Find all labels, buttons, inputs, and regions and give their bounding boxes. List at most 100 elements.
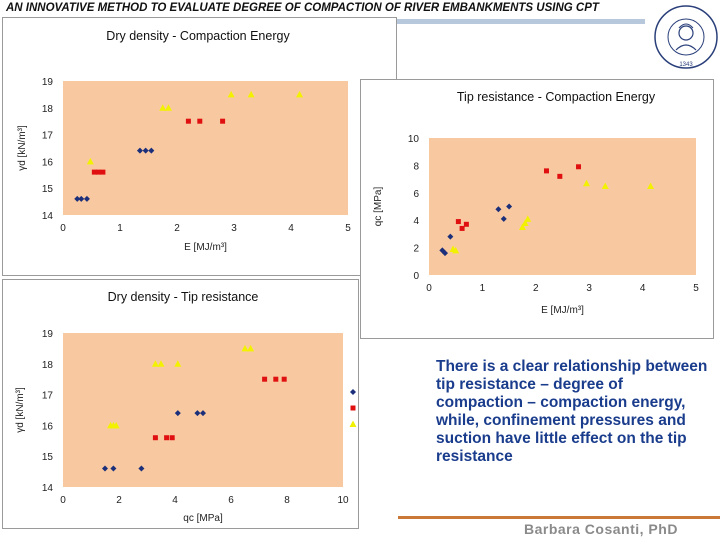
legend-marker-pc <box>350 405 356 411</box>
data-point-pc <box>197 118 203 124</box>
y-tick-label: 18 <box>42 360 54 371</box>
data-point-fr <box>159 104 167 111</box>
x-tick-label: 4 <box>640 283 646 294</box>
plot-area <box>429 138 696 275</box>
x-tick-label: 1 <box>117 223 123 234</box>
y-tick-label: 15 <box>42 452 54 463</box>
data-point-fr <box>521 219 529 226</box>
data-point-pc <box>455 219 461 225</box>
data-point-fr <box>518 223 526 231</box>
y-tick-label: 17 <box>42 131 54 142</box>
x-axis-label: E [MJ/m³] <box>541 305 584 316</box>
x-tick-label: 4 <box>288 223 294 234</box>
data-point-fr <box>524 215 532 222</box>
footer-rule <box>398 516 720 519</box>
chart-dry-density-energy: Dry density - Compaction Energy 0 1 2 3 4 5 14 1… <box>17 29 351 253</box>
data-point-pc <box>164 435 170 441</box>
y-tick-label: 6 <box>413 189 419 200</box>
data-point-pc <box>91 169 97 175</box>
y-tick-label: 8 <box>413 161 419 172</box>
chart-dry-density-tip: Dry density - Tip resistance 0 2 4 6 8 10 14 15 1… <box>15 290 357 524</box>
x-tick-label: 4 <box>172 495 178 506</box>
data-point-pc <box>262 376 268 382</box>
y-tick-label: 4 <box>413 216 419 227</box>
data-point-pc <box>152 435 158 441</box>
data-point-fr <box>151 360 159 367</box>
x-tick-label: 1 <box>480 283 486 294</box>
x-tick-label: 6 <box>228 495 234 506</box>
data-point-dd <box>500 215 507 222</box>
data-point-fr <box>601 182 609 189</box>
y-axis-label: qc [MPa] <box>373 187 384 227</box>
svg-text:1343: 1343 <box>679 62 693 68</box>
data-point-pc <box>459 225 465 231</box>
data-point-pc <box>576 164 582 170</box>
data-point-dd <box>102 465 108 472</box>
data-point-fr <box>247 90 255 98</box>
author-name: Barbara Cosanti, PhD <box>524 521 678 537</box>
x-tick-label: 3 <box>231 223 237 234</box>
y-tick-label: 19 <box>42 77 54 88</box>
data-point-pc <box>463 221 469 227</box>
x-tick-label: 5 <box>345 223 351 234</box>
plot-area <box>63 333 343 487</box>
data-point-dd <box>506 203 513 210</box>
y-tick-label: 17 <box>42 391 54 402</box>
data-point-fr <box>647 182 655 189</box>
y-axis-label: γd [kN/m³] <box>17 125 28 171</box>
data-point-dd <box>442 250 449 257</box>
data-point-dd <box>148 147 155 154</box>
chart-title: Dry density - Compaction Energy <box>106 29 290 43</box>
x-tick-label: 2 <box>174 223 180 234</box>
plot-area <box>63 81 348 215</box>
data-point-fr <box>86 157 94 165</box>
legend-marker-fr <box>349 420 357 427</box>
x-tick-label: 10 <box>337 495 349 506</box>
data-point-fr <box>174 360 182 367</box>
y-tick-label: 18 <box>42 104 54 115</box>
y-tick-label: 16 <box>42 421 54 432</box>
chart-panel-dry-density-energy: Dry density - Compaction Energy 0 1 2 3 4 5 14 1… <box>2 17 397 276</box>
data-point-fr <box>583 179 591 187</box>
data-point-fr <box>241 344 249 352</box>
x-axis-label: qc [MPa] <box>183 513 223 524</box>
y-tick-label: 2 <box>413 244 419 255</box>
data-point-dd <box>194 410 201 417</box>
data-point-pc <box>273 376 279 382</box>
header-rule <box>395 19 645 24</box>
data-point-pc <box>169 435 175 441</box>
x-tick-label: 8 <box>284 495 290 506</box>
x-tick-label: 2 <box>533 283 539 294</box>
x-tick-label: 0 <box>60 495 66 506</box>
chart-tip-energy: Tip resistance - Compaction Energy 0 1 2 3 4 5… <box>373 90 699 316</box>
data-point-fr <box>164 104 172 111</box>
data-point-fr <box>157 360 165 367</box>
y-tick-label: 14 <box>42 483 54 494</box>
data-point-pc <box>185 118 191 124</box>
data-point-dd <box>74 195 81 202</box>
y-tick-label: 15 <box>42 184 54 195</box>
x-tick-label: 5 <box>693 283 699 294</box>
data-point-dd <box>136 147 143 154</box>
data-point-dd <box>78 195 85 202</box>
data-point-dd <box>138 465 145 472</box>
data-point-pc <box>95 169 101 175</box>
data-point-pc <box>543 168 549 174</box>
y-tick-label: 0 <box>413 271 419 282</box>
y-tick-label: 10 <box>408 134 420 145</box>
chart-panel-dry-density-tip: Dry density - Tip resistance 0 2 4 6 8 10 14 15 1… <box>2 279 359 529</box>
data-point-fr <box>227 90 235 98</box>
data-point-fr <box>296 90 304 98</box>
data-point-dd <box>495 206 502 213</box>
university-seal-logo: 1343 <box>654 5 718 69</box>
data-point-pc <box>557 173 563 179</box>
x-axis-label: E [MJ/m³] <box>184 242 227 253</box>
data-point-pc <box>220 118 226 124</box>
x-tick-label: 0 <box>60 223 66 234</box>
conclusion-text: There is a clear relationship between ti… <box>436 358 708 465</box>
chart-title: Tip resistance - Compaction Energy <box>457 90 656 104</box>
data-point-dd <box>200 410 206 417</box>
slide-title: AN INNOVATIVE METHOD TO EVALUATE DEGREE … <box>6 2 599 14</box>
data-point-dd <box>447 233 454 240</box>
data-point-pc <box>281 376 287 382</box>
